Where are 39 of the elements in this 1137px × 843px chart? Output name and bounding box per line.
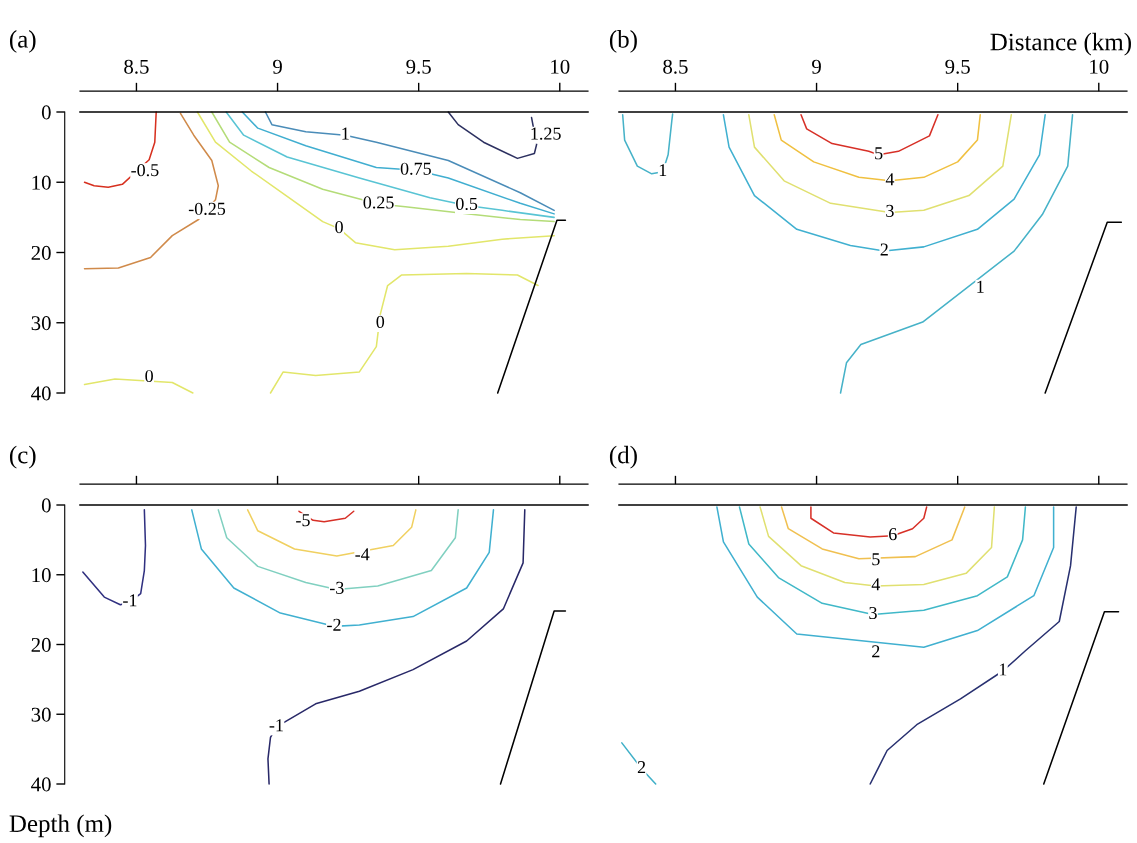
x-tick-label: 9 (812, 59, 821, 74)
chart-title: (a) (9, 30, 36, 53)
annotation: -5 (296, 514, 310, 527)
y-axis-title: Depth (m) (9, 814, 112, 838)
y-tick-label: 30 (31, 316, 51, 331)
y-tick-label: 10 (32, 175, 51, 190)
chart-title: (d) (609, 445, 637, 469)
y-tick-label: 40 (31, 777, 51, 792)
y-tick-label: 20 (31, 245, 51, 260)
annotation: 1.25 (531, 127, 561, 140)
annotation: -4 (355, 548, 370, 561)
x-tick-label: 9.5 (406, 59, 431, 74)
x-tick-label: 8.5 (663, 59, 688, 74)
annotation: 0 (376, 315, 385, 328)
y-tick-label: 0 (41, 105, 51, 120)
x-tick-label: 10 (1090, 59, 1109, 74)
annotation: 0 (145, 369, 153, 383)
chart-title: (b) (609, 30, 637, 53)
y-tick-label: 0 (41, 498, 51, 513)
annotation: 0.5 (456, 197, 478, 211)
x-axis-title: Distance (km) (990, 32, 1131, 56)
y-tick-label: 40 (31, 386, 51, 401)
x-tick-label: 8.5 (124, 59, 149, 74)
annotation: -1 (123, 594, 137, 607)
x-tick-label: 10 (551, 59, 570, 74)
y-tick-label: 20 (31, 637, 51, 652)
annotation: 5 (872, 553, 880, 566)
annotation: -0.25 (188, 202, 226, 215)
y-tick-label: 30 (31, 707, 51, 722)
y-tick-label: 10 (32, 568, 51, 583)
x-tick-label: 9.5 (945, 59, 970, 74)
x-tick-label: 9 (273, 59, 282, 74)
annotation: -3 (329, 581, 344, 594)
annotation: 2 (872, 645, 880, 658)
annotation: 1 (977, 280, 984, 293)
annotation: -1 (269, 719, 283, 732)
chart-title: (c) (9, 445, 36, 469)
annotation: -0.5 (131, 164, 159, 177)
annotation: -2 (327, 618, 341, 631)
